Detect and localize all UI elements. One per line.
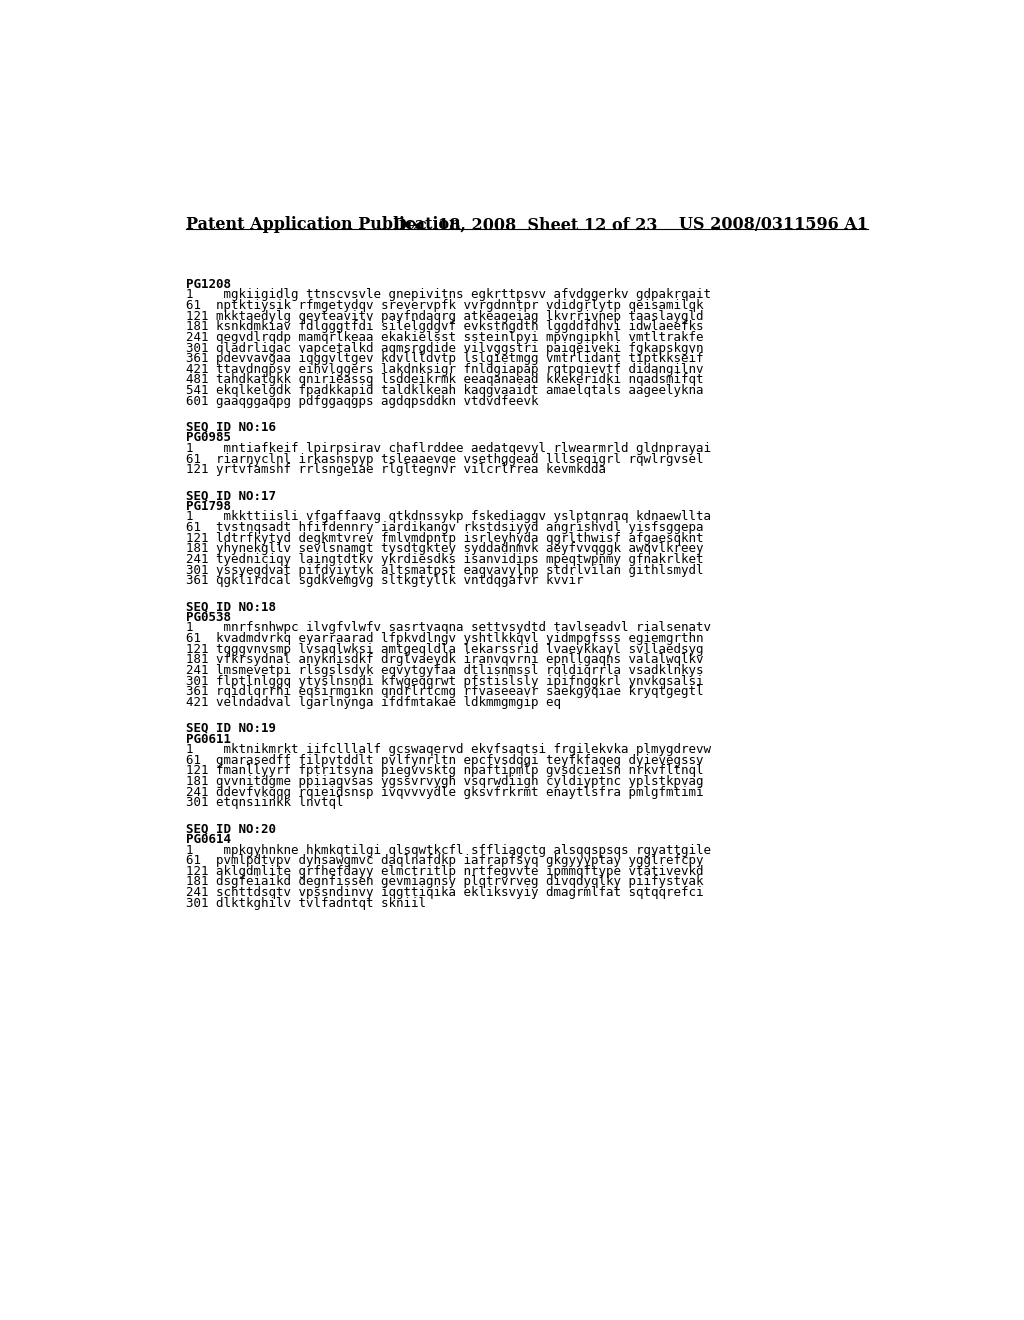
Text: 361 pdevvavgaa iqggvltgev kdvllldvtp lslgietmgg vmtrlidant tiptkkseif: 361 pdevvavgaa iqggvltgev kdvllldvtp lsl… <box>186 352 703 366</box>
Text: 301 dlktkghilv tvlfadntqt skniil: 301 dlktkghilv tvlfadntqt skniil <box>186 896 426 909</box>
Text: 121 yrtvfamshf rrlsngeiae rlgltegnvr vilcrlrrea kevmkdda: 121 yrtvfamshf rrlsngeiae rlgltegnvr vil… <box>186 463 606 477</box>
Text: 241 tyedniciqy laingtdtkv ykrdiesdks isanvidips mpeqtwpnmy gfnakrlket: 241 tyedniciqy laingtdtkv ykrdiesdks isa… <box>186 553 703 566</box>
Text: 61  riarnyclnl irkasnspyp tsleaaevqe vsethggead lllseqigrl rqwlrgvsel: 61 riarnyclnl irkasnspyp tsleaaevqe vset… <box>186 453 703 466</box>
Text: 541 ekqlkelgdk fpadkkapid taldklkeah kaqgvaaidt amaelqtals aageelykna: 541 ekqlkelgdk fpadkkapid taldklkeah kaq… <box>186 384 703 397</box>
Text: PG0614: PG0614 <box>186 833 231 846</box>
Text: PG1798: PG1798 <box>186 500 231 512</box>
Text: PG0611: PG0611 <box>186 733 231 746</box>
Text: 361 rqidlqrrhi eqsirmgikn qndrlrtcmg rfvaseeavr saekgyqiae kryqtgegtl: 361 rqidlqrrhi eqsirmgikn qndrlrtcmg rfv… <box>186 685 703 698</box>
Text: 301 yssyegdvat pifdyiytyk altsmatpst eaqvavylnp stdrlvilan githlsmydl: 301 yssyegdvat pifdyiytyk altsmatpst eaq… <box>186 564 703 577</box>
Text: 361 qgklirdcal sgdkvemgvg sltkgtyllk vntdqgafvr kvvir: 361 qgklirdcal sgdkvemgvg sltkgtyllk vnt… <box>186 574 584 587</box>
Text: 241 schttdsqtv vpssndinvy iqgttiqika ekliksvyiy dmagrmlfat sqtqqrefci: 241 schttdsqtv vpssndinvy iqgttiqika ekl… <box>186 886 703 899</box>
Text: 241 ddevfvkqqg rqieidsnsp ivqvvvydle gksvfrkrmt enaytlsfra pmlgfmtimi: 241 ddevfvkqqg rqieidsnsp ivqvvvydle gks… <box>186 785 703 799</box>
Text: 1    mktnikmrkt iifclllalf gcswaqervd ekvfsaqtsi frgilekvka plmygdrevw: 1 mktnikmrkt iifclllalf gcswaqervd ekvfs… <box>186 743 711 756</box>
Text: SEQ ID NO:18: SEQ ID NO:18 <box>186 601 276 614</box>
Text: 1    mntiafkeif lpirpsirav chaflrddee aedatqevyl rlwearmrld gldnprayai: 1 mntiafkeif lpirpsirav chaflrddee aedat… <box>186 442 711 455</box>
Text: 61  tvstnqsadt hfifdennry iardikangv rkstdsiyyd angrishvdl yisfsggepa: 61 tvstnqsadt hfifdennry iardikangv rkst… <box>186 521 703 535</box>
Text: 61  nptktiysik rfmgetydqv srevervpfk vvrgdnntpr vdidgrlytp qeisamilqk: 61 nptktiysik rfmgetydqv srevervpfk vvrg… <box>186 300 703 312</box>
Text: 1    mkkttiisli vfgaffaavg qtkdnssykp fskediaggv yslptqnraq kdnaewllta: 1 mkkttiisli vfgaffaavg qtkdnssykp fsked… <box>186 511 711 524</box>
Text: SEQ ID NO:20: SEQ ID NO:20 <box>186 822 276 836</box>
Text: 481 tahdkatgkk qnirieassg lsddeikrmk eeaqanaead kkekeridki nqadsmifqt: 481 tahdkatgkk qnirieassg lsddeikrmk eea… <box>186 374 703 387</box>
Text: 121 aklgdmlite grfhefdayy elmctritlp nrtfegvvte ipmmqftype vtativevkd: 121 aklgdmlite grfhefdayy elmctritlp nrt… <box>186 865 703 878</box>
Text: 1    mnrfsnhwpc ilvgfvlwfv sasrtvaqna settvsydtd tavlseadvl rialsenatv: 1 mnrfsnhwpc ilvgfvlwfv sasrtvaqna settv… <box>186 622 711 635</box>
Text: 61  kvadmdvrkq eyarraarad lfpkvdlngv yshtlkkqvl yidmpgfsss egiemgrthn: 61 kvadmdvrkq eyarraarad lfpkvdlngv ysht… <box>186 632 703 645</box>
Text: Patent Application Publication: Patent Application Publication <box>186 216 461 234</box>
Text: 121 ldtrfkytyd degkmtvrev fmlvmdpntp isrleyhyda qgrlthwisf afgaesqknt: 121 ldtrfkytyd degkmtvrev fmlvmdpntp isr… <box>186 532 703 545</box>
Text: PG0538: PG0538 <box>186 611 231 624</box>
Text: 181 dsgfeiaikd degnfissen gevmiagnsy plqtrvrveg divqdyqlky piifystvak: 181 dsgfeiaikd degnfissen gevmiagnsy plq… <box>186 875 703 888</box>
Text: 241 qegvdlrqdp mamqrlkeaa ekakielsst ssteinlpyi mpvngipkhl vmtltrakfe: 241 qegvdlrqdp mamqrlkeaa ekakielsst sst… <box>186 331 703 345</box>
Text: PG0985: PG0985 <box>186 432 231 445</box>
Text: SEQ ID NO:19: SEQ ID NO:19 <box>186 722 276 735</box>
Text: 301 flptlnlggq ytyslnsndi kfwgeqqrwt pfstislsly ipifnggkrl ynvkqsalsi: 301 flptlnlggq ytyslnsndi kfwgeqqrwt pfs… <box>186 675 703 688</box>
Text: SEQ ID NO:16: SEQ ID NO:16 <box>186 421 276 434</box>
Text: 181 yhynekgllv sevlsnamgt tysdtgktey syddadnmvk aeyfvvqggk awqvlkreey: 181 yhynekgllv sevlsnamgt tysdtgktey syd… <box>186 543 703 556</box>
Text: 121 tqggvnvsmp lvsaqlwksi amtgeqldla lekarssrid lvaevkkayl svllaedsyg: 121 tqggvnvsmp lvsaqlwksi amtgeqldla lek… <box>186 643 703 656</box>
Text: 421 ttavdnqpsv eihvlggers lakdnksigr fnldgiapap rqtpqievtf didangilnv: 421 ttavdnqpsv eihvlggers lakdnksigr fnl… <box>186 363 703 376</box>
Text: 181 vfkrsydnal anyknisdkf drglvaeydk iranvqvrni epnllgaqns valalwqlkv: 181 vfkrsydnal anyknisdkf drglvaeydk ira… <box>186 653 703 667</box>
Text: 421 velndadval lgarlnynga ifdfmtakae ldkmmgmgip eq: 421 velndadval lgarlnynga ifdfmtakae ldk… <box>186 696 561 709</box>
Text: 301 qladrligac vapcetalkd aqmsrgdide vilvggstri paiqeiveki fgkapskgvn: 301 qladrligac vapcetalkd aqmsrgdide vil… <box>186 342 703 355</box>
Text: US 2008/0311596 A1: US 2008/0311596 A1 <box>679 216 868 234</box>
Text: 61  gmarasedff filpvtddlt pvlfynrltn epcfvsdqgi teyfkfaqeg dyievegssv: 61 gmarasedff filpvtddlt pvlfynrltn epcf… <box>186 754 703 767</box>
Text: 121 mkktaedylg qevteavitv payfndaqrg atkeageiag lkvrrivnep taaslaygld: 121 mkktaedylg qevteavitv payfndaqrg atk… <box>186 310 703 322</box>
Text: 301 etqnsiinkk lnvtql: 301 etqnsiinkk lnvtql <box>186 796 344 809</box>
Text: 181 gvvnitdgme ppiiagvsas ygssvrvygh vsqrwdiigh cyldiyptnc yplstkpvag: 181 gvvnitdgme ppiiagvsas ygssvrvygh vsq… <box>186 775 703 788</box>
Text: 241 lmsmevetpi rlsgslsdyk eqvytgyfaa dtlisnmssl rqldiqrrla vsadklnkys: 241 lmsmevetpi rlsgslsdyk eqvytgyfaa dtl… <box>186 664 703 677</box>
Text: 1    mpkgyhnkne hkmkqtilgi qlsqwtkcfl sffliagctg alsqqspsqs rgyattgile: 1 mpkgyhnkne hkmkqtilgi qlsqwtkcfl sffli… <box>186 843 711 857</box>
Text: Dec. 18, 2008  Sheet 12 of 23: Dec. 18, 2008 Sheet 12 of 23 <box>392 216 657 234</box>
Text: 1    mgkiigidlg ttnscvsvle gnepivitns egkrttpsvv afvdggerkv gdpakrqait: 1 mgkiigidlg ttnscvsvle gnepivitns egkrt… <box>186 288 711 301</box>
Text: 121 fmanllyyrf fptritsyna piegvvsktg npaftipmlp gvsdcieisn nrkvfltnql: 121 fmanllyyrf fptritsyna piegvvsktg npa… <box>186 764 703 777</box>
Text: SEQ ID NO:17: SEQ ID NO:17 <box>186 490 276 502</box>
Text: 601 gaaqggaqpg pdfggaqgps agdqpsddkn vtdvdfeevk: 601 gaaqggaqpg pdfggaqgps agdqpsddkn vtd… <box>186 395 539 408</box>
Text: 61  pvmlpdtvpv dyhsawgmvc daqlnafdkp iafrapfsyq gkgyyyptay ygglrefcpy: 61 pvmlpdtvpv dyhsawgmvc daqlnafdkp iafr… <box>186 854 703 867</box>
Text: PG1208: PG1208 <box>186 277 231 290</box>
Text: 181 ksnkdmkiav fdlgggtfdi silelgdgvf evkstngdth lggddfdhvi idwlaeefks: 181 ksnkdmkiav fdlgggtfdi silelgdgvf evk… <box>186 321 703 333</box>
